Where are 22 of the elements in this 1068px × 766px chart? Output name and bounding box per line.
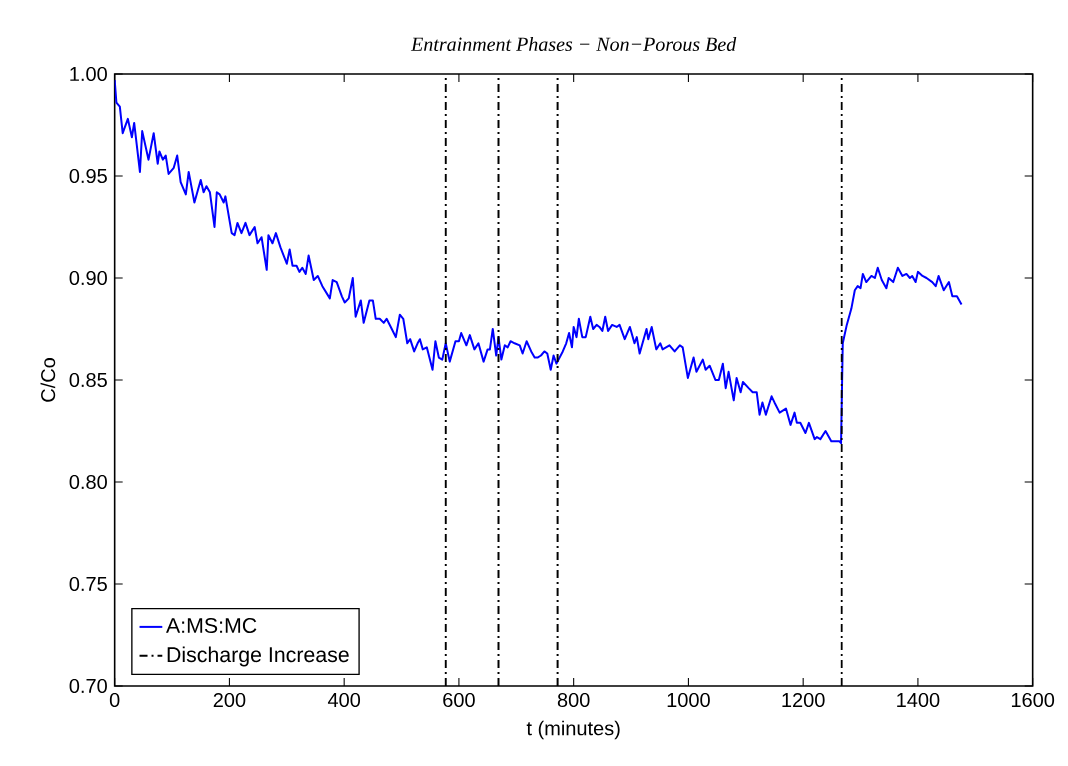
legend-label: A:MS:MC: [166, 617, 257, 634]
line-series: [114, 79, 963, 445]
y-axis-title: C/Co: [40, 358, 56, 402]
x-tick-label: 800: [557, 692, 590, 708]
y-tick-label: 0.95: [69, 168, 107, 184]
x-tick-label: 0: [109, 692, 120, 708]
x-tick-label: 1400: [897, 692, 940, 708]
chart-title: Entrainment Phases − Non−Porous Bed: [410, 36, 737, 52]
x-axis-title: t (minutes): [526, 720, 620, 740]
x-tick-label: 1600: [1011, 692, 1055, 708]
x-tick-label: 400: [327, 692, 361, 708]
x-tick-label: 1000: [667, 692, 710, 708]
x-tick-label: 1200: [782, 692, 825, 708]
ref-line-label: Discharge Increase: [167, 646, 349, 667]
x-tick-label: 600: [443, 692, 475, 708]
y-tick-label: 0.85: [69, 372, 107, 388]
y-tick-label: 0.75: [69, 576, 107, 592]
x-tick-label: 200: [213, 692, 246, 708]
y-tick-label: 0.80: [69, 474, 107, 490]
y-tick-label: 0.90: [69, 270, 107, 286]
y-tick-label: 0.70: [69, 678, 107, 694]
y-tick-label: 1.00: [70, 66, 107, 82]
